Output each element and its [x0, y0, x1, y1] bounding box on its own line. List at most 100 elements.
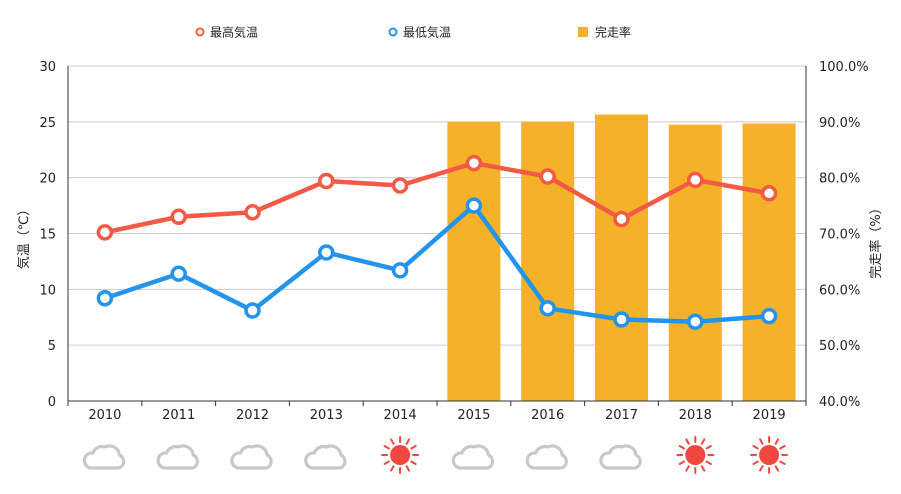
y-right-axis-title: 完走率（%） [868, 201, 884, 278]
high-temp-point[interactable] [613, 210, 630, 228]
y-right-tick-label: 90.0% [819, 116, 860, 131]
x-tick-label: 2019 [753, 408, 786, 423]
y-left-tick-label: 20 [39, 172, 56, 187]
y-left-axis-title: 気温（℃） [16, 203, 32, 270]
cloud-shape [156, 444, 199, 470]
sun-ray [779, 460, 786, 465]
cloud-shape [230, 444, 273, 470]
sun-ray [774, 465, 780, 472]
cloud-icon [525, 444, 568, 470]
sun-ray [779, 445, 786, 450]
sun-ray [700, 438, 706, 445]
low-temp-point[interactable] [318, 244, 335, 261]
sun-icon [676, 436, 715, 474]
high-temp-point[interactable] [96, 224, 114, 241]
cloud-icon [230, 444, 273, 470]
sun-ray [678, 445, 686, 450]
sun-ray [685, 438, 690, 445]
cloud-shape [82, 444, 126, 470]
sun-ray [752, 460, 759, 465]
x-tick-label: 2018 [679, 408, 712, 423]
legend-high-marker [195, 27, 205, 37]
sun-ray [678, 460, 686, 465]
sun-ray [410, 445, 417, 450]
cloud-icon [82, 444, 126, 470]
high-temp-point[interactable] [244, 204, 261, 221]
sun-ray [383, 460, 390, 465]
y-left-tick-label: 15 [39, 228, 56, 243]
high-temp-line [102, 160, 772, 235]
high-temp-point[interactable] [687, 171, 704, 189]
legend-item-low[interactable]: 最低気温 [388, 25, 452, 40]
low-temp-line [102, 203, 772, 324]
low-temp-point[interactable] [613, 311, 630, 328]
low-temp-point[interactable] [391, 262, 409, 279]
legend-rate-label: 完走率 [595, 25, 631, 40]
low-temp-point[interactable] [96, 290, 114, 307]
x-tick-label: 2015 [457, 408, 490, 423]
cloud-shape [304, 444, 347, 470]
cloud-shape [599, 444, 642, 470]
sun-ray [405, 438, 411, 445]
completion-rate-bar[interactable] [668, 124, 722, 401]
axis-layer: 0 5 10 15 20 25 30 40.0% 50.0% 60.0% 70.0% 80.0% 90.… [39, 60, 868, 423]
cloud-icon [156, 444, 199, 470]
y-left-tick-label: 5 [48, 339, 56, 354]
legend-item-high[interactable]: 最高気温 [195, 25, 259, 40]
x-tick-label: 2014 [384, 408, 417, 423]
x-tick-label: 2017 [605, 408, 638, 423]
high-temp-point[interactable] [539, 168, 556, 185]
x-tick-label: 2012 [236, 408, 269, 423]
cloud-shape [525, 444, 568, 470]
y-left-tick-label: 30 [39, 60, 56, 75]
high-temp-point[interactable] [318, 172, 335, 190]
sun-ray [700, 465, 706, 472]
y-right-tick-label: 70.0% [819, 228, 860, 243]
sun-ray [383, 445, 390, 450]
y-right-tick-label: 60.0% [819, 283, 860, 298]
legend-low-label: 最低気温 [403, 25, 451, 40]
high-temp-point[interactable] [465, 154, 483, 172]
y-right-tick-label: 80.0% [819, 172, 860, 187]
y-left-tick-label: 0 [48, 395, 56, 410]
sun-ray [390, 465, 395, 472]
sun-icon [381, 436, 420, 474]
low-temp-point[interactable] [539, 300, 556, 317]
sun-disc [390, 445, 411, 465]
y-left-tick-label: 10 [39, 283, 56, 298]
completion-rate-bar[interactable] [521, 121, 575, 401]
low-temp-point[interactable] [687, 313, 704, 330]
low-temp-point[interactable] [244, 302, 261, 319]
sun-ray [685, 465, 690, 472]
sun-ray [774, 438, 780, 445]
high-temp-point[interactable] [760, 185, 778, 202]
high-temp-point[interactable] [391, 177, 409, 194]
low-temp-point[interactable] [760, 307, 778, 325]
line-layer [102, 160, 772, 324]
legend-high-label: 最高気温 [210, 25, 258, 40]
sun-ray [390, 438, 395, 445]
cloud-icon [451, 444, 495, 470]
x-tick-label: 2010 [88, 408, 121, 423]
sun-ray [405, 465, 411, 472]
high-temp-point[interactable] [170, 208, 187, 225]
cloud-shape [451, 444, 495, 470]
y-left-tick-label: 25 [39, 116, 56, 131]
completion-rate-bar[interactable] [742, 123, 796, 401]
legend-item-rate[interactable]: 完走率 [578, 25, 631, 40]
cloud-icon [599, 444, 642, 470]
point-layer [96, 154, 778, 330]
legend-low-marker [388, 27, 398, 37]
sun-ray [759, 438, 764, 445]
completion-rate-bar[interactable] [595, 114, 648, 401]
low-temp-point[interactable] [465, 197, 483, 214]
x-tick-label: 2016 [531, 408, 564, 423]
sun-ray [705, 445, 712, 450]
weather-icon-row [82, 436, 789, 474]
sun-ray [752, 445, 759, 450]
sun-ray [759, 465, 764, 472]
legend-rate-marker [578, 27, 588, 37]
low-temp-point[interactable] [170, 265, 187, 282]
